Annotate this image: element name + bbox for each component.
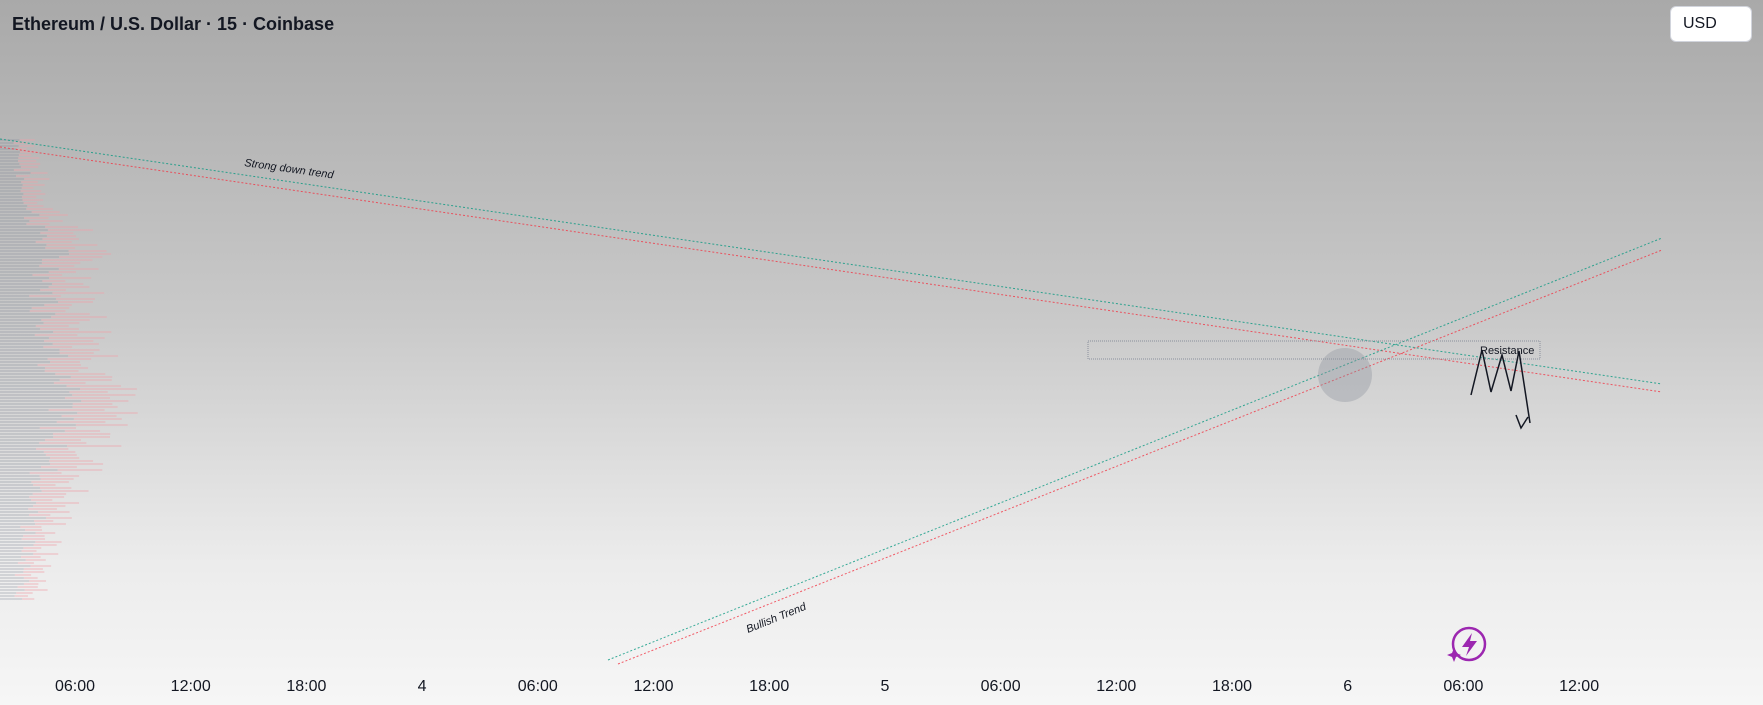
x-tick-label: 12:00 — [633, 678, 673, 695]
time-axis: 06:00 12:00 18:00 4 06:00 12:00 18:00 5 06:00 12:… — [55, 678, 1599, 695]
sparkle-icon — [1447, 648, 1461, 662]
x-tick-label: 18:00 — [1212, 678, 1252, 695]
x-tick-label: 06:00 — [55, 678, 95, 695]
lightning-icon-bolt — [1462, 633, 1477, 656]
x-tick-label: 4 — [418, 678, 427, 695]
x-tick-label: 12:00 — [1096, 678, 1136, 695]
projection-path — [1470, 349, 1531, 424]
x-tick-label: 12:00 — [1559, 678, 1599, 695]
lightning-icon-ring — [1451, 626, 1487, 662]
resistance-zone — [1087, 340, 1541, 360]
x-tick-label: 18:00 — [286, 678, 326, 695]
bullish-trend-label: Bullish Trend — [745, 601, 809, 636]
resistance-label: Resistance — [1480, 345, 1534, 357]
x-tick-label: 06:00 — [981, 678, 1021, 695]
trendlines — [0, 138, 1663, 665]
highlight-circle — [1318, 348, 1372, 402]
x-tick-label: 06:00 — [1443, 678, 1483, 695]
symbol-title: Ethereum / U.S. Dollar · 15 · Coinbase — [12, 14, 335, 34]
down-trendline-red — [0, 146, 1663, 393]
x-tick-label: 12:00 — [171, 678, 211, 695]
lightning-icon[interactable] — [1447, 626, 1487, 662]
x-tick-label: 06:00 — [518, 678, 558, 695]
x-tick-label: 5 — [880, 678, 889, 695]
down-trendline-green — [0, 138, 1663, 385]
bullish-trendline-green — [607, 237, 1663, 661]
x-tick-label: 18:00 — [749, 678, 789, 695]
strong-down-trend-label: Strong down trend — [244, 157, 336, 182]
volume-profile — [0, 139, 138, 600]
x-tick-label: 6 — [1343, 678, 1352, 695]
projection-arrowhead — [1515, 414, 1529, 430]
bullish-trendline-red — [617, 249, 1663, 665]
currency-button[interactable]: USD — [1670, 6, 1752, 42]
